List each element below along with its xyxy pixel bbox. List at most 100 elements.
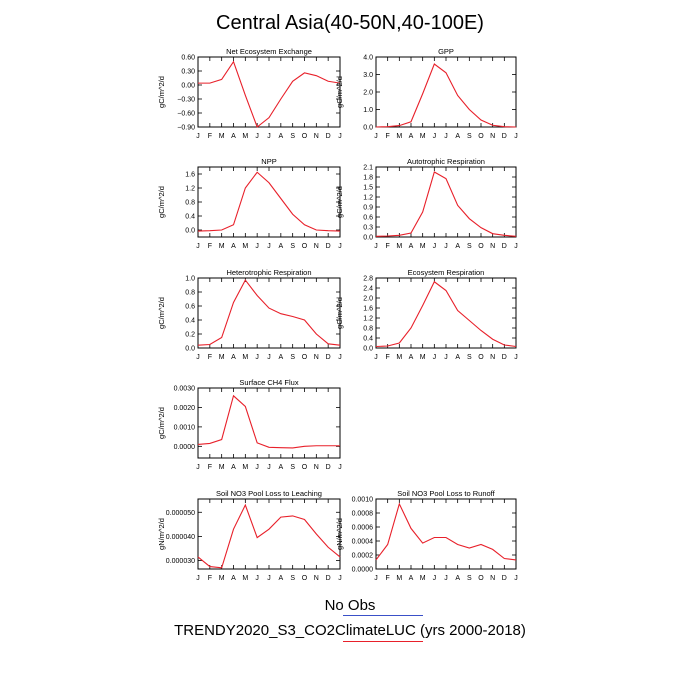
x-tick-label: M	[219, 464, 225, 471]
y-tick-label: 1.0	[185, 276, 195, 283]
panel-5: Heterotrophic Respiration gC/m^2/d 0.0 0.2 0…	[157, 268, 342, 361]
page-title: Central Asia(40-50N,40-100E)	[216, 12, 484, 34]
x-tick-label: J	[267, 464, 271, 471]
x-tick-label: A	[278, 575, 283, 582]
y-tick-label: 2.0	[363, 90, 373, 97]
panel-title: Soil NO3 Pool Loss to Leaching	[216, 489, 322, 498]
y-tick-label: −0.90	[177, 125, 195, 132]
x-tick-label: O	[302, 464, 308, 471]
x-tick-label: M	[396, 243, 402, 250]
panel-title: Surface CH4 Flux	[239, 378, 298, 387]
x-tick-label: M	[420, 575, 426, 582]
y-tick-label: 2.1	[363, 165, 373, 172]
x-tick-label: N	[314, 243, 319, 250]
x-tick-label: D	[502, 354, 507, 361]
x-tick-label: M	[219, 243, 225, 250]
x-tick-label: A	[231, 354, 236, 361]
panel-9: Soil NO3 Pool Loss to Runoff gN/m^2/d 0.00…	[335, 489, 518, 582]
x-tick-label: J	[444, 243, 448, 250]
x-tick-label: F	[386, 133, 390, 140]
y-tick-label: 0.0004	[352, 539, 374, 546]
y-tick-label: 0.0	[363, 125, 373, 132]
y-tick-label: 0.6	[185, 304, 195, 311]
x-tick-label: J	[433, 575, 437, 582]
panel-title: GPP	[438, 47, 454, 56]
x-tick-label: A	[455, 575, 460, 582]
y-tick-label: 4.0	[363, 55, 373, 62]
x-tick-label: A	[231, 133, 236, 140]
x-tick-label: D	[326, 354, 331, 361]
x-tick-label: J	[338, 133, 342, 140]
panel-6: Ecosystem Respiration gC/m^2/d 0.0 0.4 0.8 1.…	[335, 268, 518, 361]
x-tick-label: A	[278, 354, 283, 361]
x-tick-label: J	[267, 354, 271, 361]
x-tick-label: F	[208, 133, 212, 140]
y-tick-label: 0.0008	[352, 511, 374, 518]
y-tick-label: 1.5	[363, 185, 373, 192]
x-tick-label: J	[196, 464, 200, 471]
y-tick-label: 0.4	[185, 318, 195, 325]
x-tick-label: A	[278, 133, 283, 140]
x-tick-label: M	[242, 133, 248, 140]
x-tick-label: J	[196, 133, 200, 140]
x-tick-label: D	[502, 243, 507, 250]
panel-frame	[197, 56, 341, 128]
x-tick-label: O	[478, 243, 484, 250]
series-line	[375, 502, 517, 561]
y-axis-label: gC/m^2/d	[157, 186, 166, 218]
x-tick-label: J	[433, 354, 437, 361]
y-tick-label: 1.0	[363, 107, 373, 114]
y-tick-label: 0.0	[185, 346, 195, 353]
x-tick-label: O	[478, 575, 484, 582]
x-tick-label: J	[196, 575, 200, 582]
x-tick-label: D	[326, 464, 331, 471]
x-tick-label: J	[444, 575, 448, 582]
x-tick-label: M	[219, 354, 225, 361]
y-axis-label: gC/m^2/d	[157, 407, 166, 439]
x-tick-label: D	[326, 575, 331, 582]
y-tick-label: 1.6	[363, 306, 373, 313]
y-axis-label: gN/m^2/d	[335, 518, 344, 550]
x-tick-label: M	[242, 243, 248, 250]
panel-title: Net Ecosystem Exchange	[226, 47, 312, 56]
x-tick-label: S	[290, 464, 295, 471]
x-tick-label: F	[208, 243, 212, 250]
panel-frame	[197, 277, 341, 349]
y-tick-label: 0.3	[363, 225, 373, 232]
series-line	[197, 394, 340, 449]
x-tick-label: J	[338, 354, 342, 361]
x-tick-label: J	[433, 133, 437, 140]
y-tick-label: 0.30	[181, 69, 195, 76]
x-tick-label: D	[502, 133, 507, 140]
x-tick-label: J	[196, 243, 200, 250]
x-tick-label: O	[478, 354, 484, 361]
y-tick-label: 0.0006	[352, 525, 374, 532]
x-tick-label: J	[514, 354, 518, 361]
y-tick-label: 1.8	[363, 175, 373, 182]
panel-frame	[197, 166, 341, 238]
x-tick-label: J	[255, 464, 259, 471]
y-tick-label: 1.6	[185, 172, 195, 179]
x-tick-label: S	[290, 354, 295, 361]
x-tick-label: M	[219, 575, 225, 582]
x-tick-label: J	[338, 243, 342, 250]
x-tick-label: M	[420, 243, 426, 250]
legend-model-label: TRENDY2020_S3_CO2ClimateLUC (yrs 2000-20…	[174, 622, 526, 639]
y-tick-label: 0.9	[363, 205, 373, 212]
y-tick-label: 0.6	[363, 215, 373, 222]
x-tick-label: D	[502, 575, 507, 582]
x-tick-label: J	[444, 354, 448, 361]
x-tick-label: A	[455, 243, 460, 250]
y-tick-label: 2.8	[363, 276, 373, 283]
y-axis-label: gC/m^2/d	[335, 186, 344, 218]
x-tick-label: N	[314, 354, 319, 361]
x-tick-label: J	[196, 354, 200, 361]
x-tick-label: F	[208, 464, 212, 471]
y-tick-label: 0.0	[185, 228, 195, 235]
x-tick-label: S	[467, 354, 472, 361]
x-tick-label: O	[302, 243, 308, 250]
x-tick-label: J	[374, 575, 378, 582]
y-tick-label: 1.2	[363, 195, 373, 202]
legend-obs-line	[343, 615, 423, 616]
